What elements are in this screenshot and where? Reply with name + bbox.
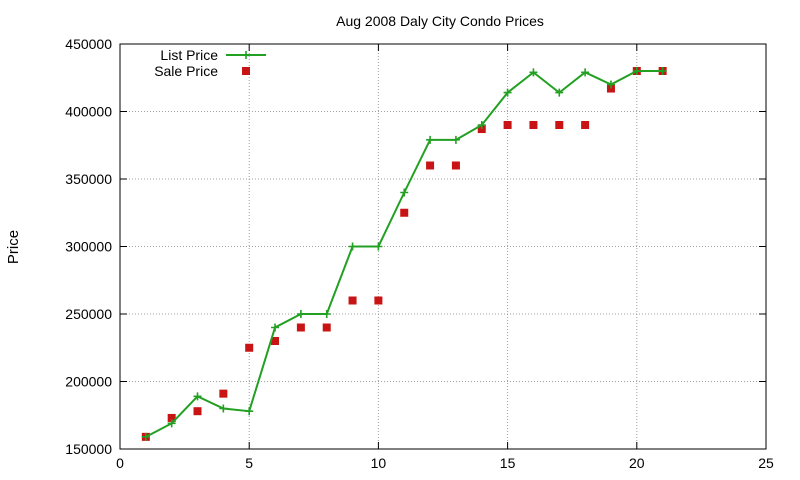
- sale-price-point: [322, 323, 331, 332]
- sale-price-point: [451, 161, 460, 170]
- legend-label: List Price: [160, 47, 218, 63]
- list-price-point: [348, 242, 357, 251]
- y-tick-label: 300000: [65, 239, 112, 255]
- list-price-point: [632, 67, 641, 75]
- y-axis-label: Price: [5, 230, 22, 264]
- y-axis: 150000 200000 250000 300000 350000 400000 4500…: [65, 36, 766, 457]
- list-price-point: [167, 419, 176, 428]
- sale-price-point: [193, 407, 202, 416]
- sale-price-point: [374, 296, 383, 305]
- sale-price-point: [245, 343, 254, 352]
- sale-price-point: [400, 208, 409, 217]
- sale-price-point: [296, 323, 305, 332]
- sale-price-point: [271, 337, 280, 345]
- y-tick-label: 150000: [65, 441, 112, 457]
- y-tick-label: 250000: [65, 306, 112, 322]
- list-price-point: [503, 88, 512, 97]
- list-price-point: [658, 67, 667, 75]
- list-price-point: [322, 310, 331, 318]
- list-price-point: [141, 432, 150, 441]
- sale-price-point: [477, 125, 486, 134]
- y-tick-label: 200000: [65, 374, 112, 390]
- x-tick-label: 10: [371, 455, 387, 471]
- series-layer: [141, 67, 667, 441]
- sale-price-point: [167, 413, 176, 422]
- y-tick-label: 350000: [65, 171, 112, 187]
- legend-swatch-marker: [242, 51, 250, 59]
- sale-price-point: [219, 389, 228, 398]
- list-price-point: [555, 88, 564, 97]
- y-tick-label: 400000: [65, 104, 112, 120]
- sale-price-point: [348, 296, 357, 305]
- legend-label: Sale Price: [154, 63, 218, 79]
- x-tick-label: 5: [245, 455, 253, 471]
- chart-title: Aug 2008 Daly City Condo Prices: [336, 13, 544, 29]
- legend-swatch-marker: [242, 67, 250, 75]
- list-price-point: [451, 135, 460, 144]
- sale-price-point: [606, 84, 615, 93]
- sale-price-point: [529, 121, 538, 129]
- list-price-point: [296, 310, 305, 318]
- list-price-point: [271, 323, 280, 332]
- list-price-point: [193, 392, 202, 401]
- x-tick-label: 15: [500, 455, 516, 471]
- grid: [120, 44, 766, 449]
- list-price-point: [219, 404, 228, 413]
- sale-price-point: [555, 121, 564, 129]
- sale-price-point: [581, 121, 590, 129]
- sale-price-point: [426, 161, 435, 170]
- x-tick-label: 20: [629, 455, 645, 471]
- list-price-point: [477, 121, 486, 129]
- list-price-point: [400, 188, 409, 197]
- sale-price-point: [503, 121, 512, 129]
- x-axis: 0 5 10 15 20 25: [116, 44, 774, 471]
- list-price-point: [581, 68, 590, 77]
- list-price-point: [426, 135, 435, 144]
- list-price-point: [606, 80, 615, 89]
- y-tick-label: 450000: [65, 36, 112, 52]
- list-price-point: [374, 242, 383, 251]
- list-price-point: [245, 407, 254, 416]
- x-tick-label: 25: [758, 455, 774, 471]
- x-tick-label: 0: [116, 455, 124, 471]
- list-price-point: [529, 68, 538, 77]
